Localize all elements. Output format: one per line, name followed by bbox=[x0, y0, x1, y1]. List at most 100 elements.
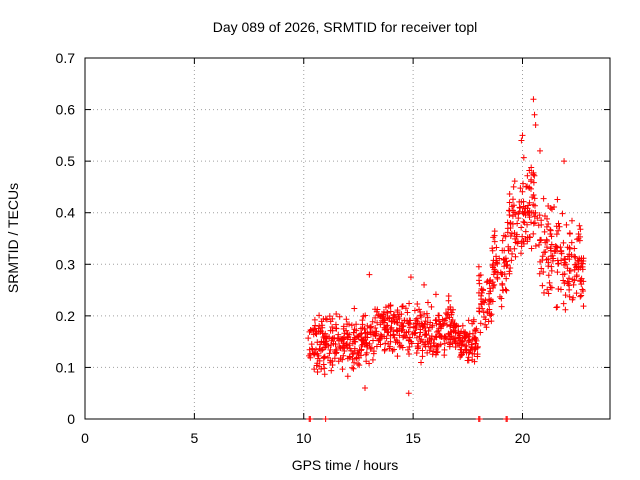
data-point bbox=[499, 237, 506, 244]
y-tick-label: 0.7 bbox=[56, 50, 76, 66]
data-point bbox=[498, 295, 505, 302]
data-point bbox=[489, 279, 496, 286]
data-point bbox=[580, 303, 587, 310]
data-point bbox=[475, 263, 482, 270]
data-point bbox=[321, 365, 328, 372]
data-point bbox=[343, 316, 350, 323]
data-point bbox=[494, 269, 501, 276]
data-point bbox=[329, 358, 336, 365]
x-tick-label: 10 bbox=[296, 430, 312, 446]
data-point bbox=[469, 343, 476, 350]
data-point bbox=[476, 416, 483, 422]
data-point bbox=[305, 335, 312, 342]
data-point bbox=[520, 203, 527, 210]
data-point bbox=[561, 255, 568, 262]
data-point bbox=[319, 330, 326, 337]
data-point bbox=[538, 237, 545, 244]
data-point bbox=[313, 331, 320, 338]
data-point bbox=[390, 331, 397, 338]
data-point bbox=[459, 322, 466, 329]
data-point bbox=[362, 336, 369, 343]
data-point bbox=[309, 345, 316, 352]
data-point bbox=[372, 314, 379, 321]
data-point bbox=[578, 260, 585, 267]
data-point bbox=[441, 352, 448, 359]
data-point bbox=[393, 326, 400, 333]
data-point bbox=[359, 341, 366, 348]
data-point bbox=[443, 315, 450, 322]
data-point bbox=[508, 257, 515, 264]
data-point bbox=[512, 211, 519, 218]
data-point bbox=[575, 235, 582, 242]
data-point bbox=[447, 341, 454, 348]
data-point bbox=[481, 314, 488, 321]
data-point bbox=[319, 346, 326, 353]
data-point bbox=[353, 321, 360, 328]
data-point bbox=[534, 215, 541, 222]
plot-frame bbox=[84, 57, 611, 420]
data-point bbox=[358, 336, 365, 343]
data-point bbox=[528, 245, 535, 252]
data-point bbox=[419, 353, 426, 360]
data-point bbox=[443, 335, 450, 342]
data-point bbox=[544, 237, 551, 244]
data-point bbox=[560, 300, 567, 307]
data-point bbox=[548, 241, 555, 248]
data-point bbox=[354, 360, 361, 367]
data-point bbox=[322, 344, 329, 351]
data-point bbox=[539, 282, 546, 289]
data-point bbox=[418, 359, 425, 366]
data-point bbox=[476, 277, 483, 284]
data-point bbox=[564, 265, 571, 272]
data-point bbox=[478, 289, 485, 296]
data-point bbox=[422, 331, 429, 338]
data-point bbox=[435, 327, 442, 334]
data-point bbox=[437, 321, 444, 328]
data-point bbox=[406, 343, 413, 350]
data-point bbox=[540, 289, 547, 296]
data-point bbox=[512, 235, 519, 242]
data-point bbox=[362, 351, 369, 358]
data-point bbox=[530, 96, 537, 103]
data-point bbox=[574, 257, 581, 264]
data-point bbox=[333, 349, 340, 356]
data-point bbox=[414, 300, 421, 307]
data-point bbox=[422, 343, 429, 350]
data-point bbox=[528, 209, 535, 216]
data-point bbox=[487, 312, 494, 319]
data-point bbox=[325, 342, 332, 349]
data-point bbox=[441, 340, 448, 347]
data-point bbox=[561, 158, 568, 165]
y-tick-label: 0.5 bbox=[56, 153, 76, 169]
data-point bbox=[573, 290, 580, 297]
data-point bbox=[404, 346, 411, 353]
data-point bbox=[398, 342, 405, 349]
data-point bbox=[417, 312, 424, 319]
data-point bbox=[405, 328, 412, 335]
data-point bbox=[477, 271, 484, 278]
data-point bbox=[338, 336, 345, 343]
data-point bbox=[511, 245, 518, 252]
data-point bbox=[496, 293, 503, 300]
data-point bbox=[491, 266, 498, 273]
data-point bbox=[477, 329, 484, 336]
data-point bbox=[572, 254, 579, 261]
y-tick-label: 0.4 bbox=[56, 205, 76, 221]
data-point bbox=[547, 284, 554, 291]
data-point bbox=[528, 176, 535, 183]
data-point bbox=[407, 274, 414, 281]
data-point bbox=[540, 268, 547, 275]
data-point bbox=[421, 281, 428, 288]
data-point bbox=[350, 329, 357, 336]
data-point bbox=[487, 288, 494, 295]
x-tick-label: 20 bbox=[515, 430, 531, 446]
data-point bbox=[559, 210, 566, 217]
data-point bbox=[335, 358, 342, 365]
data-point bbox=[464, 357, 471, 364]
data-point bbox=[543, 244, 550, 251]
data-point bbox=[363, 344, 370, 351]
data-point bbox=[424, 349, 431, 356]
data-point bbox=[332, 321, 339, 328]
data-point bbox=[396, 332, 403, 339]
data-point bbox=[394, 353, 401, 360]
